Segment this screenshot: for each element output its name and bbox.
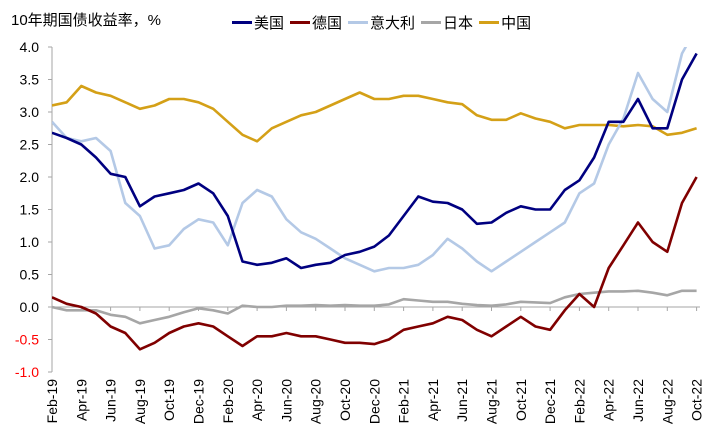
- x-tick-label: Aug-20: [308, 379, 324, 424]
- x-tick-label: Dec-19: [191, 379, 207, 424]
- y-tick-label: -1.0: [15, 364, 39, 380]
- series-line-3: [52, 289, 697, 325]
- x-tick-label: Apr-20: [249, 379, 265, 421]
- legend-label: 德国: [312, 15, 343, 32]
- x-tick-label: Jun-21: [454, 379, 470, 422]
- legend-label: 意大利: [370, 15, 416, 32]
- x-tick-label: Oct-19: [161, 379, 177, 421]
- series-line-2: [52, 47, 688, 273]
- y-tick-label: 3.0: [20, 104, 40, 120]
- legend-label: 中国: [501, 15, 532, 32]
- series-line-0: [52, 52, 698, 270]
- x-tick-label: Feb-20: [220, 379, 236, 424]
- x-tick-label: Apr-19: [73, 379, 89, 421]
- y-tick-label: 1.5: [20, 202, 40, 218]
- y-tick-label: 1.0: [20, 234, 40, 250]
- y-tick-label: 4.0: [20, 39, 40, 55]
- series-line-1: [52, 176, 698, 351]
- chart-title: 10年期国债收益率，%: [11, 12, 162, 29]
- x-tick-label: Jun-22: [630, 379, 646, 422]
- legend-item: 德国: [290, 12, 342, 33]
- legend: 美国 德国 意大利 日本 中国: [232, 12, 531, 33]
- y-tick-label: -0.5: [15, 332, 39, 348]
- x-tick-label: Jun-20: [278, 379, 294, 422]
- legend-swatch: [348, 21, 369, 24]
- y-tick-label: 0.5: [20, 267, 40, 283]
- legend-label: 日本: [443, 15, 474, 32]
- y-tick-label: 2.0: [20, 169, 40, 185]
- x-tick-label: Apr-22: [601, 379, 617, 421]
- x-tick-label: Dec-20: [366, 379, 382, 424]
- x-tick-label: Aug-19: [132, 379, 148, 424]
- x-tick-label: Aug-21: [484, 379, 500, 424]
- x-tick-label: Oct-21: [513, 379, 529, 421]
- legend-swatch: [421, 21, 442, 24]
- series-line-4: [52, 84, 697, 143]
- legend-swatch: [290, 21, 311, 24]
- legend-item: 中国: [479, 12, 531, 33]
- x-tick-label: Aug-22: [659, 379, 675, 424]
- legend-item: 日本: [421, 12, 473, 33]
- x-tick-label: Oct-20: [337, 379, 353, 421]
- legend-swatch: [479, 21, 500, 24]
- x-tick-label: Apr-21: [425, 379, 441, 421]
- x-tick-label: Dec-21: [542, 379, 558, 424]
- legend-item: 美国: [232, 12, 284, 33]
- y-tick-label: 0.0: [20, 299, 40, 315]
- y-tick-label: 2.5: [20, 137, 40, 153]
- legend-label: 美国: [254, 15, 285, 32]
- legend-item: 意大利: [348, 12, 415, 33]
- x-tick-label: Feb-19: [44, 379, 60, 424]
- x-tick-label: Jun-19: [103, 379, 119, 422]
- x-tick-label: Feb-21: [396, 379, 412, 424]
- y-tick-label: 3.5: [20, 72, 40, 88]
- legend-swatch: [232, 21, 252, 24]
- x-tick-label: Feb-22: [571, 379, 587, 424]
- x-tick-label: Oct-22: [689, 379, 705, 421]
